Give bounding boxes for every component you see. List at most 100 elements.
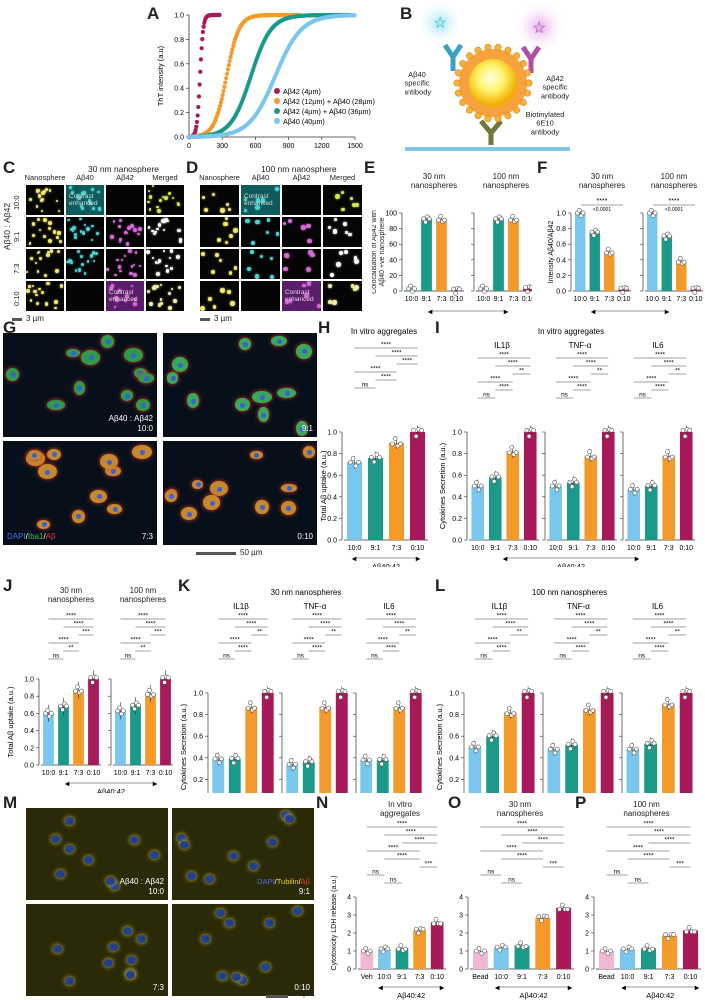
x-tick-label: 9:1: [494, 296, 504, 303]
nucleus: [140, 450, 146, 456]
x-tick-label: 7:3: [437, 296, 447, 303]
fluorescent-spot: [169, 249, 174, 253]
c-scale-text: 3 µm: [26, 314, 44, 323]
y-tick-label: 1.0: [556, 211, 566, 218]
data-point: [393, 705, 399, 711]
fluorescent-spot: [348, 233, 352, 237]
contrast-note: Contrast enhanced: [244, 193, 273, 207]
cytokine-subtitle: IL1β: [492, 602, 508, 611]
fluorescent-spot: [119, 203, 121, 205]
legend-item: /: [25, 532, 28, 541]
data-point: [433, 917, 439, 922]
microglia-cell: [302, 446, 315, 458]
data-point: [473, 748, 479, 754]
sig-stars: ****: [406, 829, 417, 836]
sig-stars: ***: [676, 861, 684, 868]
fluorescent-spot: [97, 191, 100, 194]
arrow-head-left: ◀: [428, 310, 433, 316]
fluorescent-spot: [148, 195, 153, 199]
micrograph-tile: [200, 185, 239, 215]
data-point: [469, 744, 474, 750]
sig-stars: ****: [664, 837, 675, 844]
fluorescent-spot: [170, 288, 174, 291]
fluorescent-spot: [37, 188, 41, 193]
micrograph-tile: [323, 281, 362, 311]
sig-stars: ****: [304, 637, 315, 644]
x-axis-label: Aβ40:42: [372, 562, 400, 567]
data-point: [117, 705, 122, 711]
fluorescent-spot: [176, 202, 180, 206]
microglia-cell: [136, 399, 150, 412]
fluorescent-spot: [167, 191, 172, 196]
neuron-nucleus: [260, 962, 270, 971]
y-tick-label: 2: [585, 931, 589, 938]
sig-stars: **: [68, 645, 74, 652]
nucleus: [284, 391, 290, 397]
sig-stars: ****: [646, 637, 657, 644]
bar: [488, 477, 502, 540]
microglia-cell: [296, 343, 313, 360]
sig-stars: ****: [663, 621, 674, 628]
fluorescent-spot: [138, 226, 142, 231]
fluorescent-spot: [245, 218, 250, 224]
contrast-note: Contrast enhanced: [109, 289, 138, 303]
fluorescent-spot: [113, 220, 116, 223]
data-point: [605, 951, 611, 956]
fluorescent-spot: [81, 263, 85, 267]
data-point: [491, 479, 497, 484]
nucleus: [76, 514, 82, 520]
nucleus: [259, 505, 265, 510]
a-data-point: [199, 46, 204, 51]
antigen-bead: [465, 52, 473, 60]
sig-stars: ns: [487, 869, 495, 876]
microglia-cell: [123, 347, 143, 362]
cytokine-subtitle: TNF-α: [569, 341, 592, 350]
panel-label-m: M: [3, 793, 18, 812]
bar: [535, 917, 551, 969]
data-point: [348, 459, 353, 465]
nucleus: [96, 494, 102, 500]
sig-stars: ns: [297, 653, 305, 660]
neuron-nucleus: [104, 959, 114, 968]
data-point: [360, 757, 366, 763]
data-point: [291, 765, 296, 771]
microglia-cell: [239, 337, 251, 350]
c-title: 30 nm nanosphere: [88, 164, 159, 174]
fluorescent-spot: [224, 217, 229, 221]
fluorescent-spot: [77, 196, 81, 201]
x-tick-label: 7:3: [509, 296, 519, 303]
fluorescent-spot: [225, 203, 230, 207]
fluorescent-spot: [160, 301, 164, 305]
data-point: [647, 487, 653, 493]
fluorescent-spot: [285, 300, 290, 305]
panel-label-c: C: [3, 158, 16, 177]
micrograph-tile: [282, 217, 321, 247]
data-point: [493, 733, 499, 738]
ratio-title: Aβ40 : Aβ42: [108, 414, 153, 423]
a-data-point: [229, 50, 234, 56]
fluorescent-spot: [106, 268, 109, 271]
nucleus: [286, 486, 292, 492]
fluorescent-spot: [177, 228, 181, 233]
data-point: [511, 711, 517, 716]
data-point: [64, 703, 69, 709]
y-tick-label: 40: [389, 257, 397, 264]
fluorescent-spot: [170, 267, 174, 271]
legend-item: Tubilin: [276, 877, 299, 886]
data-point: [214, 752, 220, 758]
x-tick-label: 10:0: [378, 974, 392, 981]
sig-stars: ****: [669, 198, 680, 205]
sig-stars: ns: [362, 382, 370, 389]
data-point: [552, 750, 558, 756]
fluorescent-spot: [344, 230, 348, 235]
fluorescent-spot: [75, 283, 79, 287]
fluorescent-spot: [266, 218, 271, 222]
fluorescent-spot: [250, 307, 254, 311]
bar: [661, 236, 672, 291]
fluorescent-spot: [115, 210, 118, 213]
fluorescent-spot: [303, 293, 309, 299]
nucleus: [124, 393, 130, 399]
data-point: [367, 757, 372, 763]
uptake-chart-aggregates: In vitro aggregates Total Aβ uptake (a.u.…: [319, 327, 428, 567]
data-point: [509, 444, 514, 450]
